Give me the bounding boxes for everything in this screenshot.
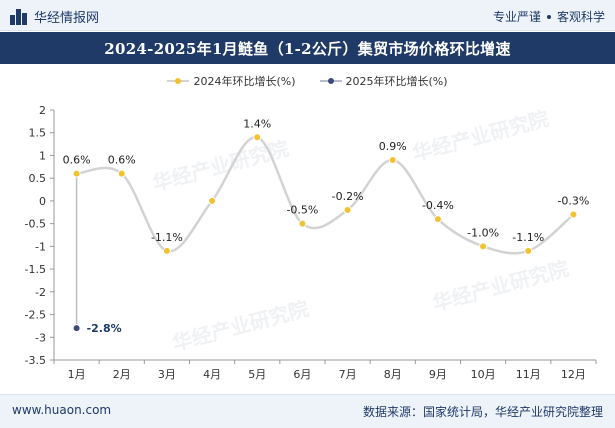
y-tick-label: 2 xyxy=(39,104,46,117)
legend-swatch-2024-icon xyxy=(167,77,190,85)
legend-label-2025: 2025年环比增长(%) xyxy=(345,75,448,88)
series-2024-data-label: -0.3% xyxy=(557,195,589,208)
series-2024-data-label: -0.2% xyxy=(332,190,364,203)
x-tick-label: 3月 xyxy=(158,368,176,381)
footer-bar: www.huaon.com 数据来源：国家统计局，华经产业研究院整理 xyxy=(0,394,615,428)
x-tick-label: 10月 xyxy=(471,368,496,381)
series-2024-point xyxy=(343,206,352,214)
series-2024-data-label: -1.1% xyxy=(512,231,544,244)
y-tick-label: 1 xyxy=(39,149,46,162)
slogan: 专业严谨 客观科学 xyxy=(493,8,605,25)
slogan-left: 专业严谨 xyxy=(492,10,541,24)
chart-title: 2024-2025年1月鲢鱼（1-2公斤）集贸市场价格环比增速 xyxy=(104,39,511,58)
series-2024-point xyxy=(72,169,81,178)
y-tick-label: -3.5 xyxy=(25,354,46,367)
series-2024-point xyxy=(298,219,307,228)
legend-item-2024[interactable]: 2024年环比增长(%) xyxy=(167,73,296,89)
x-tick-label: 4月 xyxy=(203,368,221,381)
footer-website[interactable]: www.huaon.com xyxy=(12,403,112,417)
series-2024-point xyxy=(117,169,126,178)
brand-name: 华经情报网 xyxy=(34,11,100,26)
series-2024-data-label: -1.0% xyxy=(467,226,499,239)
series-2024-point xyxy=(433,215,442,224)
series-2024-data-label: -1.1% xyxy=(151,231,183,244)
title-bar: 2024-2025年1月鲢鱼（1-2公斤）集贸市场价格环比增速 xyxy=(0,32,615,64)
series-2025-point xyxy=(72,324,81,333)
slogan-separator-icon xyxy=(546,14,551,19)
brand-logo-icon xyxy=(10,8,28,25)
series-2024-point xyxy=(162,246,171,255)
series-2025-data-label: -2.8% xyxy=(87,322,122,335)
x-tick-label: 11月 xyxy=(516,368,541,381)
x-tick-label: 9月 xyxy=(429,368,447,381)
series-2024-point xyxy=(208,196,217,205)
x-tick-label: 2月 xyxy=(113,368,131,381)
series-2024-point xyxy=(253,133,262,142)
y-tick-label: -2 xyxy=(35,286,46,299)
series-2024-data-label: -0.4% xyxy=(422,199,454,212)
y-tick-label: 1.5 xyxy=(29,127,47,140)
series-2024-data-label: 0.6% xyxy=(63,154,91,167)
x-tick-label: 5月 xyxy=(248,368,266,381)
chart-legend: 2024年环比增长(%) 2025年环比增长(%) xyxy=(0,72,615,90)
x-tick-label: 1月 xyxy=(68,368,86,381)
x-tick-label: 6月 xyxy=(293,368,311,381)
series-2024-data-label: 1.4% xyxy=(243,117,271,130)
brand[interactable]: 华经情报网 xyxy=(10,7,99,26)
series-2024-point xyxy=(479,242,488,251)
x-tick-label: 12月 xyxy=(561,368,586,381)
y-tick-label: -1 xyxy=(35,240,46,253)
x-tick-label: 8月 xyxy=(384,368,402,381)
y-tick-label: -1.5 xyxy=(25,263,46,276)
y-tick-label: -3 xyxy=(35,331,46,344)
y-tick-label: -0.5 xyxy=(25,218,46,231)
x-tick-label: 7月 xyxy=(339,368,357,381)
series-2024-point xyxy=(569,210,578,219)
y-tick-label: 0.5 xyxy=(29,172,47,185)
legend-item-2025[interactable]: 2025年环比增长(%) xyxy=(319,73,448,89)
header-bar: 华经情报网 专业严谨 客观科学 xyxy=(0,0,615,31)
y-tick-label: 0 xyxy=(39,195,46,208)
y-tick-label: -2.5 xyxy=(25,309,46,322)
footer-source: 数据来源：国家统计局，华经产业研究院整理 xyxy=(362,405,603,419)
series-2024-data-label: 0.6% xyxy=(108,154,136,167)
series-2024-point xyxy=(388,156,397,164)
series-2024-data-label: -0.5% xyxy=(286,204,318,217)
slogan-right: 客观科学 xyxy=(556,10,605,24)
series-2024-point xyxy=(524,246,533,255)
legend-label-2024: 2024年环比增长(%) xyxy=(193,75,296,88)
series-2024-data-label: 0.9% xyxy=(379,140,407,153)
legend-swatch-2025-icon xyxy=(319,77,342,85)
